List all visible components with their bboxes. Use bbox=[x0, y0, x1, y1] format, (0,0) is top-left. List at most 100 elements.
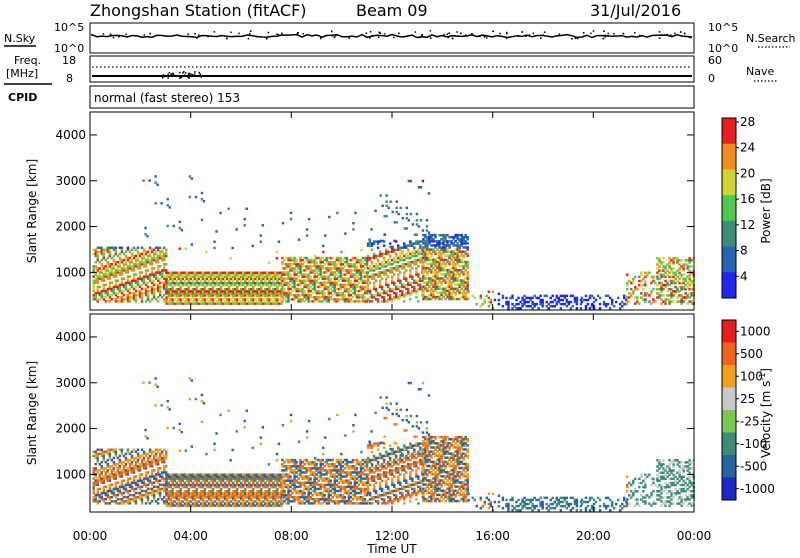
power-cell bbox=[411, 267, 413, 269]
power-cell bbox=[396, 200, 398, 202]
power-cell bbox=[636, 288, 638, 290]
power-cell bbox=[404, 246, 406, 248]
power-cell bbox=[405, 269, 407, 271]
power-cell bbox=[546, 295, 548, 297]
colorbar-tick-label: 12 bbox=[740, 218, 755, 232]
power-cell bbox=[611, 299, 613, 301]
power-cell bbox=[227, 208, 229, 210]
power-cell bbox=[213, 247, 215, 249]
nsearch-point bbox=[613, 33, 615, 35]
power-cell bbox=[121, 247, 123, 249]
power-cell bbox=[189, 196, 191, 198]
power-cell bbox=[111, 282, 113, 284]
power-cell bbox=[599, 303, 601, 305]
power-cell bbox=[260, 234, 262, 236]
nsearch-point bbox=[398, 33, 400, 35]
power-cell bbox=[615, 301, 617, 303]
nsky-series bbox=[92, 30, 692, 39]
power-cell bbox=[409, 298, 411, 300]
power-cell bbox=[398, 213, 400, 215]
power-cell bbox=[185, 247, 187, 249]
freq-tick-bottom: 8 bbox=[66, 72, 73, 85]
power-cell bbox=[377, 247, 379, 249]
power-cell bbox=[662, 261, 664, 263]
nsearch-point bbox=[540, 37, 542, 39]
power-cell bbox=[115, 247, 117, 249]
nsearch-point bbox=[674, 33, 676, 35]
power-cell bbox=[356, 265, 358, 267]
power-cell bbox=[328, 216, 330, 218]
nave-point bbox=[167, 77, 169, 79]
power-cell bbox=[640, 272, 642, 274]
power-cell bbox=[399, 271, 401, 273]
nsearch-point bbox=[667, 34, 669, 36]
power-cell bbox=[428, 231, 430, 233]
nsearch-point bbox=[198, 35, 200, 37]
nsearch-point bbox=[379, 32, 381, 33]
power-cell bbox=[167, 198, 169, 200]
power-cell bbox=[498, 299, 500, 301]
power-cell bbox=[127, 247, 129, 249]
nsearch-point bbox=[583, 32, 585, 34]
nsearch-point bbox=[590, 33, 592, 35]
power-cell bbox=[396, 207, 398, 209]
power-cell bbox=[369, 282, 371, 284]
nave-point bbox=[180, 77, 182, 79]
nsearch-point bbox=[110, 34, 112, 36]
nsearch-label: N.Search bbox=[746, 32, 796, 45]
nsearch-point bbox=[249, 33, 251, 35]
nsearch-point bbox=[479, 36, 481, 38]
power-cell bbox=[368, 245, 370, 247]
velocity-cell bbox=[129, 477, 131, 479]
power-cell bbox=[403, 300, 405, 302]
velocity-data-cells bbox=[93, 377, 695, 511]
nave-point bbox=[162, 76, 164, 78]
nsearch-point bbox=[337, 34, 339, 36]
power-cell bbox=[154, 202, 156, 204]
power-cell bbox=[371, 249, 373, 251]
power-cell bbox=[336, 263, 338, 265]
power-cell bbox=[400, 207, 402, 209]
power-cell bbox=[385, 194, 387, 196]
nave-point bbox=[190, 73, 192, 75]
power-cell bbox=[340, 251, 342, 253]
power-cell bbox=[634, 276, 636, 278]
nave-point bbox=[177, 75, 179, 77]
nsearch-point bbox=[593, 30, 595, 32]
power-cell bbox=[387, 275, 389, 277]
power-cell bbox=[401, 290, 403, 292]
power-cell bbox=[507, 301, 509, 303]
nave-tick-bottom: 0 bbox=[708, 72, 715, 85]
nsearch-point bbox=[194, 33, 196, 35]
power-cell bbox=[408, 219, 410, 221]
power-cell bbox=[383, 233, 385, 235]
power-cell bbox=[389, 294, 391, 296]
nsearch-point bbox=[690, 37, 692, 39]
nave-point bbox=[195, 75, 197, 77]
nsearch-point bbox=[484, 36, 486, 38]
power-cell bbox=[381, 277, 383, 279]
power-cell bbox=[642, 288, 644, 290]
power-cell bbox=[416, 233, 418, 235]
nsearch-point bbox=[607, 33, 609, 35]
power-data-cells bbox=[93, 175, 695, 309]
power-cell bbox=[498, 293, 500, 295]
power-cell bbox=[466, 242, 468, 244]
power-cell bbox=[387, 207, 389, 209]
velocity-cell bbox=[141, 473, 143, 475]
power-cell bbox=[262, 224, 264, 226]
power-cell bbox=[159, 265, 161, 267]
power-cell bbox=[560, 307, 562, 309]
power-cell bbox=[191, 177, 193, 179]
power-cell bbox=[147, 269, 149, 271]
power-cell bbox=[165, 249, 167, 251]
power-cell bbox=[644, 280, 646, 282]
velocity-cell bbox=[99, 488, 101, 490]
power-cell bbox=[144, 227, 146, 229]
power-cell bbox=[385, 200, 387, 202]
power-cell bbox=[410, 213, 412, 215]
power-cell bbox=[141, 271, 143, 273]
nsearch-point bbox=[366, 32, 368, 34]
velocity-cell bbox=[135, 475, 137, 477]
nave-point bbox=[183, 71, 185, 73]
